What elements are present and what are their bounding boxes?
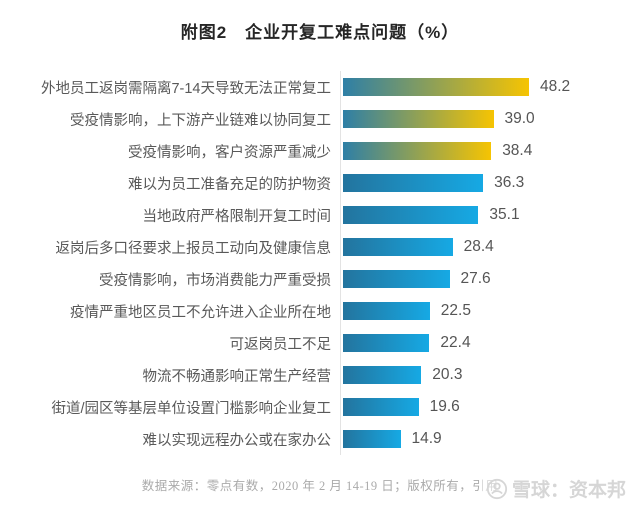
bar-track: 36.3	[340, 167, 640, 199]
bar-track: 39.0	[340, 103, 640, 135]
bar-row: 物流不畅通影响正常生产经营 20.3	[0, 359, 640, 391]
value-label: 38.4	[502, 142, 533, 159]
bar	[343, 334, 430, 352]
bar-row: 当地政府严格限制开复工时间 35.1	[0, 199, 640, 231]
bar-track: 14.9	[340, 423, 640, 455]
bar	[343, 142, 492, 160]
bar-row: 街道/园区等基层单位设置门槛影响企业复工 19.6	[0, 391, 640, 423]
bar-row: 受疫情影响，市场消费能力严重受损 27.6	[0, 263, 640, 295]
category-label: 物流不畅通影响正常生产经营	[142, 368, 332, 385]
category-label: 当地政府严格限制开复工时间	[142, 208, 332, 225]
value-label: 22.5	[440, 302, 471, 319]
bar-track: 19.6	[340, 391, 640, 423]
bar-row: 疫情严重地区员工不允许进入企业所在地 22.5	[0, 295, 640, 327]
value-label: 36.3	[494, 174, 525, 191]
bar-row: 返岗后多口径要求上报员工动向及健康信息 28.4	[0, 231, 640, 263]
category-label: 难以实现远程办公或在家办公	[142, 432, 332, 449]
category-label: 街道/园区等基层单位设置门槛影响企业复工	[51, 400, 331, 417]
value-label: 35.1	[489, 206, 520, 223]
value-label: 27.6	[460, 270, 491, 287]
bar	[343, 78, 529, 96]
watermark-text: 雪球：资本邦	[511, 480, 626, 501]
bar-track: 38.4	[340, 135, 640, 167]
bar	[343, 174, 484, 192]
xueqiu-logo-icon	[486, 478, 508, 500]
chart-title: 附图2 企业开复工难点问题（%）	[180, 23, 460, 42]
value-label: 14.9	[411, 430, 442, 447]
category-label: 疫情严重地区员工不允许进入企业所在地	[70, 304, 331, 321]
bar	[343, 366, 422, 384]
bar-row: 受疫情影响，客户资源严重减少 38.4	[0, 135, 640, 167]
bar-track: 22.5	[340, 295, 640, 327]
value-label: 28.4	[463, 238, 494, 255]
category-label: 难以为员工准备充足的防护物资	[128, 176, 331, 193]
value-label: 39.0	[504, 110, 535, 127]
category-label: 受疫情影响，上下游产业链难以协同复工	[70, 112, 331, 129]
category-label: 返岗后多口径要求上报员工动向及健康信息	[55, 240, 332, 257]
bar-row: 难以为员工准备充足的防护物资 36.3	[0, 167, 640, 199]
bar-track: 28.4	[340, 231, 640, 263]
bar	[343, 206, 479, 224]
bar-track: 20.3	[340, 359, 640, 391]
bar-chart: 外地员工返岗需隔离7-14天导致无法正常复工 48.2 受疫情影响，上下游产业链难以…	[0, 71, 640, 455]
bar-track: 48.2	[340, 71, 640, 103]
bar	[343, 398, 419, 416]
value-label: 48.2	[540, 78, 571, 95]
bar	[343, 430, 401, 448]
category-label: 受疫情影响，客户资源严重减少	[128, 144, 331, 161]
category-label: 受疫情影响，市场消费能力严重受损	[99, 272, 331, 289]
bar-track: 27.6	[340, 263, 640, 295]
value-label: 20.3	[432, 366, 463, 383]
bar-track: 22.4	[340, 327, 640, 359]
watermark: 雪球：资本邦	[481, 475, 626, 502]
bar-row: 受疫情影响，上下游产业链难以协同复工 39.0	[0, 103, 640, 135]
bar-row: 外地员工返岗需隔离7-14天导致无法正常复工 48.2	[0, 71, 640, 103]
bar-track: 35.1	[340, 199, 640, 231]
value-label: 22.4	[440, 334, 471, 351]
bar	[343, 110, 494, 128]
bar	[343, 238, 453, 256]
bar-row: 难以实现远程办公或在家办公 14.9	[0, 423, 640, 455]
category-label: 外地员工返岗需隔离7-14天导致无法正常复工	[40, 80, 331, 97]
category-label: 可返岗员工不足	[229, 336, 332, 353]
bar-row: 可返岗员工不足 22.4	[0, 327, 640, 359]
source-note: 数据来源：零点有数，2020 年 2 月 14-19 日；版权所有，引用	[141, 479, 499, 493]
bar	[343, 302, 430, 320]
bar	[343, 270, 450, 288]
value-label: 19.6	[429, 398, 460, 415]
